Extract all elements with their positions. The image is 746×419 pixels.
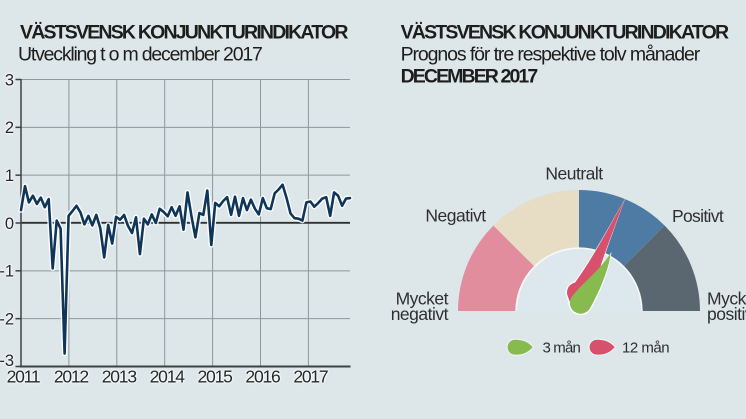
svg-text:VÄSTSVENSK KONJUNKTURINDIKATOR: VÄSTSVENSK KONJUNKTURINDIKATOR [401, 20, 729, 43]
svg-text:2: 2 [5, 119, 14, 137]
svg-text:1: 1 [5, 167, 14, 185]
svg-text:2017: 2017 [293, 366, 328, 386]
svg-text:Neutralt: Neutralt [545, 164, 603, 184]
svg-text:2011: 2011 [7, 366, 40, 386]
svg-text:Negativt: Negativt [425, 206, 486, 226]
svg-text:2014: 2014 [150, 366, 186, 386]
svg-text:3: 3 [5, 71, 14, 89]
svg-text:-1: -1 [0, 263, 14, 281]
svg-text:negativt: negativt [391, 304, 449, 324]
svg-text:Mycket: Mycket [396, 289, 449, 309]
svg-text:Mycket: Mycket [707, 289, 746, 309]
svg-text:positivt: positivt [707, 304, 746, 324]
svg-text:0: 0 [5, 215, 14, 233]
svg-text:12 mån: 12 mån [622, 340, 669, 357]
svg-text:2012: 2012 [54, 366, 89, 386]
svg-text:2013: 2013 [102, 366, 137, 386]
svg-text:-3: -3 [0, 352, 14, 370]
svg-text:Utveckling t o m december 2017: Utveckling t o m december 2017 [18, 43, 262, 65]
svg-text:DECEMBER 2017: DECEMBER 2017 [401, 66, 538, 88]
svg-text:3 mån: 3 mån [543, 340, 581, 357]
svg-text:-2: -2 [0, 311, 14, 329]
svg-text:Prognos för tre respektive tol: Prognos för tre respektive tolv månader [401, 43, 701, 65]
svg-text:Positivt: Positivt [672, 206, 724, 226]
svg-text:2015: 2015 [198, 366, 233, 386]
svg-text:VÄSTSVENSK KONJUNKTURINDIKATOR: VÄSTSVENSK KONJUNKTURINDIKATOR [20, 20, 348, 43]
svg-text:2016: 2016 [245, 366, 280, 386]
